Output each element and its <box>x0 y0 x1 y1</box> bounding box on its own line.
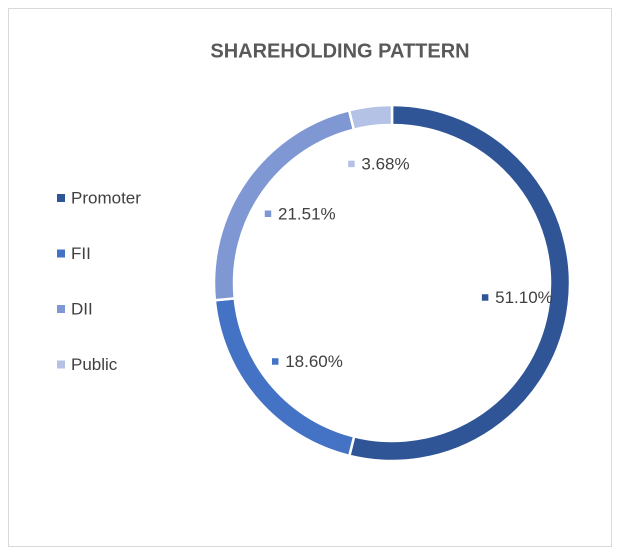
chart-frame <box>8 8 612 547</box>
data-label: 21.51% <box>278 204 336 223</box>
legend-label: DII <box>71 299 93 318</box>
legend-swatch <box>57 249 65 258</box>
legend-label: Promoter <box>71 188 141 207</box>
legend-swatch <box>57 305 65 313</box>
label-marker <box>480 292 490 303</box>
donut-slice <box>347 103 394 132</box>
label-marker <box>263 209 273 219</box>
chart-title: SHAREHOLDING PATTERN <box>210 40 469 62</box>
legend-swatch <box>57 194 65 202</box>
legend-swatch <box>57 360 65 369</box>
legend-label: Public <box>71 355 118 374</box>
data-label: 51.10% <box>495 288 553 307</box>
label-marker <box>346 159 357 169</box>
data-label: 18.60% <box>285 352 343 371</box>
label-marker <box>270 356 280 367</box>
legend-label: FII <box>71 244 91 263</box>
data-label: 3.68% <box>361 154 409 173</box>
